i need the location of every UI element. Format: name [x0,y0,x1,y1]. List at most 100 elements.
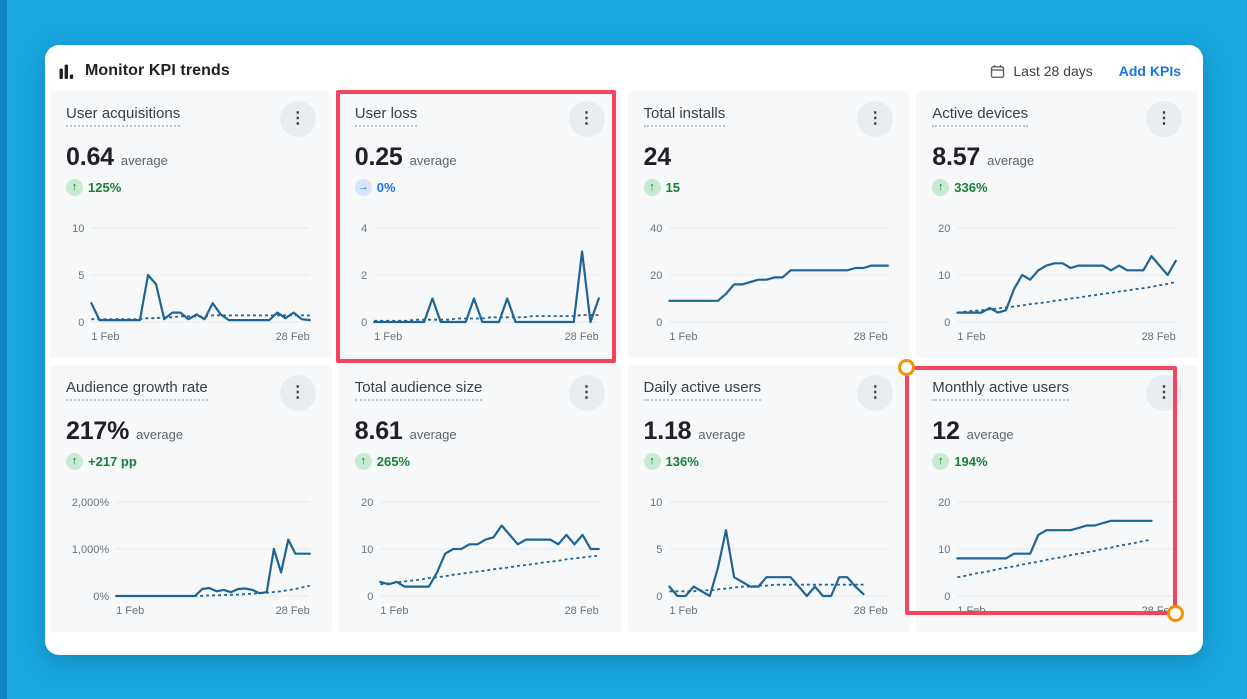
trend-arrow-icon: ↑ [932,179,950,196]
kpi-value: 0.25 [354,143,403,171]
kpi-chart[interactable]: 0 20 40 1 Feb 28 Feb [644,220,894,344]
svg-text:10: 10 [938,270,950,282]
svg-text:2,000%: 2,000% [72,497,109,509]
kpi-value: 8.57 [932,143,981,171]
kpi-overflow-menu-button[interactable]: ⋮ [568,375,605,411]
svg-text:28 Feb: 28 Feb [1142,331,1176,343]
kpi-value: 8.61 [354,417,403,445]
trend-value: +217 pp [88,454,137,469]
kpi-value-row: 8.61 average [355,417,605,446]
trend-value: 336% [954,180,988,195]
kpi-title[interactable]: Active devices [932,105,1029,127]
kpi-chart[interactable]: 0% 1,000% 2,000% 1 Feb 28 Feb [66,494,316,618]
kpi-value-suffix: average [409,153,457,168]
kpi-value-row: 8.57 average [932,143,1182,172]
kpi-title[interactable]: Total audience size [354,379,483,401]
kpi-chart[interactable]: 0 5 10 1 Feb 28 Feb [66,220,316,344]
svg-text:28 Feb: 28 Feb [276,331,310,343]
kpi-trend-badge: ↑ 136% [643,453,699,470]
kpi-title[interactable]: User loss [354,105,418,127]
trend-value: 0% [376,180,396,195]
svg-text:0: 0 [945,591,951,603]
three-dots-icon: ⋮ [289,110,306,127]
kpi-title[interactable]: Daily active users [643,379,762,401]
kpi-trend-badge: ↑ 15 [643,179,680,196]
svg-text:28 Feb: 28 Feb [276,605,310,617]
svg-text:0: 0 [78,317,84,329]
trend-value: 265% [376,454,410,469]
kpi-chart[interactable]: 0 5 10 1 Feb 28 Feb [644,494,894,618]
kpi-trend-badge: ↑ 336% [932,179,988,196]
kpi-chart[interactable]: 0 2 4 1 Feb 28 Feb [355,220,605,344]
panel-header: Monitor KPI trends Last 28 days Add KPIs [45,45,1203,91]
trend-arrow-icon: ↑ [643,179,661,196]
kpi-value-row: 0.64 average [66,143,316,172]
trend-arrow-icon: ↑ [643,453,661,470]
svg-text:1 Feb: 1 Feb [380,605,408,617]
kpi-value: 217% [66,417,130,445]
svg-text:28 Feb: 28 Feb [564,605,598,617]
kpi-grid: User acquisitions ⋮ 0.64 average ↑ 125% … [50,90,1198,632]
svg-text:20: 20 [361,497,373,509]
add-kpis-button[interactable]: Add KPIs [1118,63,1181,79]
kpi-overflow-menu-button[interactable]: ⋮ [279,375,316,411]
svg-text:1,000%: 1,000% [72,544,109,556]
kpi-chart[interactable]: 0 10 20 1 Feb 28 Feb [932,220,1182,344]
kpi-trend-badge: ↑ 265% [354,453,410,470]
calendar-icon [990,64,1005,79]
three-dots-icon: ⋮ [1156,384,1172,401]
kpi-value-row: 12 average [932,417,1182,446]
trend-arrow-icon: ↑ [66,179,83,196]
kpi-chart[interactable]: 0 10 20 1 Feb 28 Feb [932,494,1182,618]
svg-text:1 Feb: 1 Feb [91,331,119,343]
kpi-overflow-menu-button[interactable]: ⋮ [1146,375,1182,411]
svg-text:10: 10 [650,497,662,509]
kpi-value: 1.18 [643,417,692,445]
svg-text:28 Feb: 28 Feb [853,331,887,343]
svg-text:1 Feb: 1 Feb [116,605,144,617]
trend-value: 15 [665,180,680,195]
kpi-title[interactable]: Total installs [643,105,726,127]
kpi-overflow-menu-button[interactable]: ⋮ [1146,101,1182,137]
svg-text:0: 0 [656,317,662,329]
trend-arrow-icon: ↑ [932,453,950,470]
kpi-overflow-menu-button[interactable]: ⋮ [279,101,316,137]
svg-text:20: 20 [650,270,662,282]
page-title: Monitor KPI trends [85,62,230,79]
kpi-value: 24 [643,143,672,171]
svg-text:20: 20 [938,223,950,235]
svg-text:0%: 0% [93,591,109,603]
svg-text:28 Feb: 28 Feb [564,331,598,343]
date-range-selector[interactable]: Last 28 days [990,63,1093,79]
kpi-title[interactable]: User acquisitions [66,105,181,127]
svg-text:1 Feb: 1 Feb [958,605,986,617]
three-dots-icon: ⋮ [578,110,595,127]
kpi-value-suffix: average [136,427,184,442]
svg-text:0: 0 [361,317,367,329]
svg-text:0: 0 [945,317,951,329]
trend-arrow-icon: ↑ [354,453,372,470]
kpi-card-total-audience-size: Total audience size ⋮ 8.61 average ↑ 265… [338,365,621,632]
kpi-chart[interactable]: 0 10 20 1 Feb 28 Feb [355,494,605,618]
kpi-value-row: 24 [644,143,894,172]
bar-chart-icon [59,63,75,79]
kpi-value-suffix: average [698,427,746,442]
kpi-overflow-menu-button[interactable]: ⋮ [568,101,605,137]
kpi-overflow-menu-button[interactable]: ⋮ [857,101,894,137]
kpi-value-row: 0.25 average [355,143,605,172]
kpi-value-row: 217% average [66,417,316,446]
kpi-value: 0.64 [66,143,114,171]
svg-text:10: 10 [72,223,84,235]
kpi-title[interactable]: Monthly active users [932,379,1069,401]
kpi-value: 12 [932,417,960,445]
svg-text:20: 20 [938,497,950,509]
kpi-trend-badge: ↑ 194% [932,453,988,470]
kpi-card-daily-active-users: Daily active users ⋮ 1.18 average ↑ 136%… [627,365,910,632]
svg-text:1 Feb: 1 Feb [958,331,986,343]
svg-text:40: 40 [650,223,662,235]
kpi-value-suffix: average [409,427,457,442]
trend-value: 136% [665,454,699,469]
kpi-overflow-menu-button[interactable]: ⋮ [857,375,894,411]
svg-text:1 Feb: 1 Feb [669,605,697,617]
kpi-title[interactable]: Audience growth rate [66,379,208,401]
